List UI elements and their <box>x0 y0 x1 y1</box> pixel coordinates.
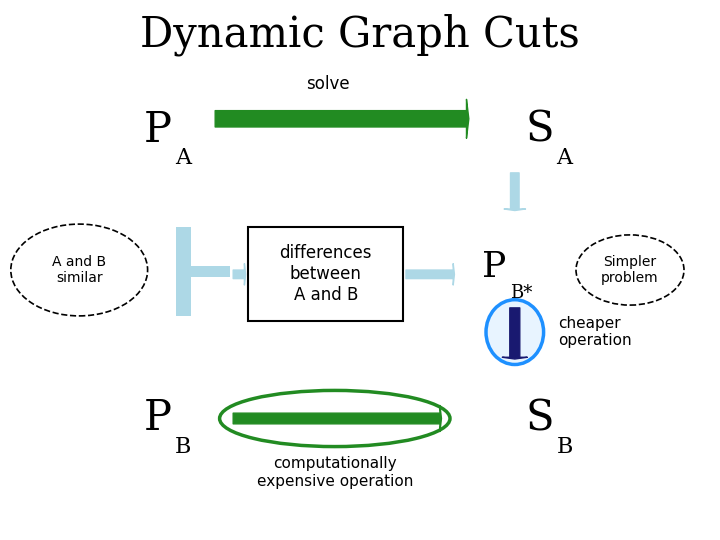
Ellipse shape <box>486 300 544 365</box>
Text: A: A <box>557 147 572 168</box>
Text: S: S <box>526 397 554 440</box>
Text: P: P <box>144 109 172 151</box>
Text: S: S <box>526 109 554 151</box>
Text: P: P <box>482 251 507 284</box>
Text: P: P <box>144 397 172 440</box>
Text: solve: solve <box>306 75 349 93</box>
Text: cheaper
operation: cheaper operation <box>558 316 631 348</box>
Text: A and B
similar: A and B similar <box>52 255 107 285</box>
Text: Simpler
problem: Simpler problem <box>601 255 659 285</box>
Text: differences
between
A and B: differences between A and B <box>279 244 372 304</box>
FancyBboxPatch shape <box>248 227 403 321</box>
Text: computationally
expensive operation: computationally expensive operation <box>256 456 413 489</box>
Text: B: B <box>557 436 573 457</box>
Text: A: A <box>175 147 191 168</box>
Text: B: B <box>175 436 192 457</box>
FancyBboxPatch shape <box>176 266 230 277</box>
Text: Dynamic Graph Cuts: Dynamic Graph Cuts <box>140 14 580 56</box>
FancyBboxPatch shape <box>176 227 191 316</box>
Ellipse shape <box>220 390 450 447</box>
Text: B*: B* <box>510 284 532 302</box>
